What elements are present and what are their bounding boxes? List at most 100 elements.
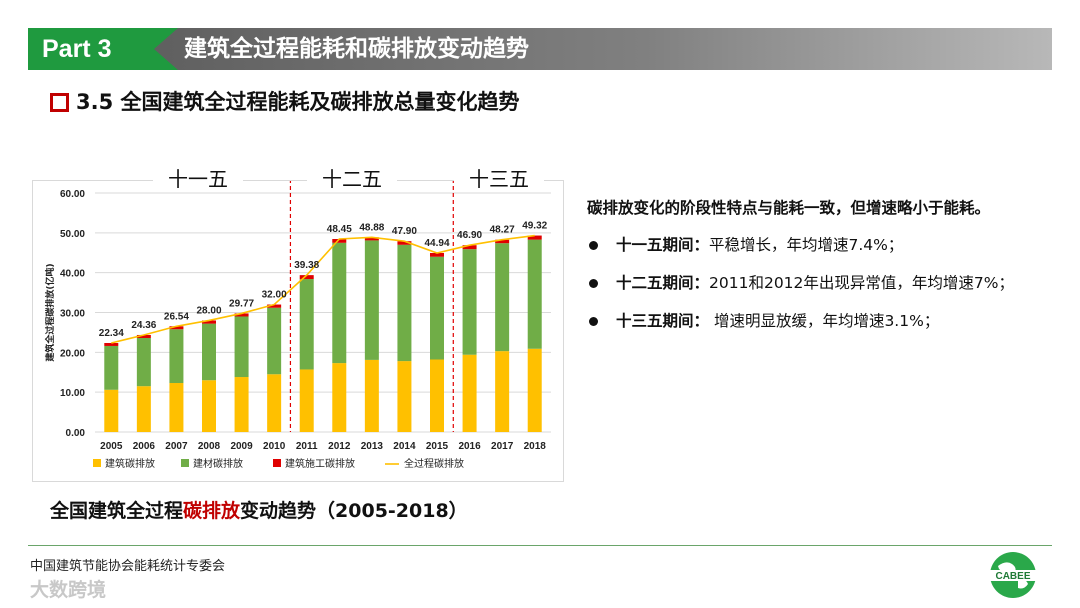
caption-post: 变动趋势（2005-2018） — [240, 500, 468, 522]
list-item: 十三五期间： 增速明显放缓，年均增速3.1%； — [587, 306, 1057, 336]
data-label: 47.90 — [392, 226, 417, 237]
legend-swatch — [181, 459, 189, 467]
y-tick-label: 60.00 — [60, 189, 85, 200]
bar-segment — [397, 361, 412, 432]
x-tick-label: 2016 — [458, 441, 481, 452]
bar-segment — [136, 334, 151, 338]
y-tick-label: 10.00 — [60, 388, 85, 399]
emission-chart: 0.00 10.00 20.00 30.00 40.00 50.00 60.00 建筑全过程碳… — [44, 181, 551, 470]
bar-segment — [430, 252, 444, 257]
legend-label: 全过程碳排放 — [404, 457, 464, 470]
description-panel: 碳排放变化的阶段性特点与能耗一致，但增速略小于能耗。 十一五期间：平稳增长，年均… — [587, 194, 1057, 344]
bar-segment — [364, 237, 379, 241]
data-label: 24.36 — [131, 320, 156, 331]
data-label: 48.27 — [490, 225, 515, 236]
part-tab — [28, 28, 178, 70]
data-label: 32.00 — [262, 290, 287, 301]
bar-segment — [430, 359, 444, 432]
bar-segment — [364, 240, 379, 360]
legend-label: 建材碳排放 — [193, 457, 243, 470]
bar-segment — [234, 316, 249, 378]
bar-segment — [495, 239, 510, 244]
bar-segment — [527, 239, 542, 349]
data-label: 48.88 — [359, 222, 384, 233]
bar-segment — [430, 256, 444, 360]
bar-segment — [104, 343, 119, 346]
bullet-icon — [589, 317, 598, 326]
legend-swatch — [93, 459, 101, 467]
caption-highlight: 碳排放 — [183, 500, 241, 522]
x-tick-label: 2008 — [198, 441, 221, 452]
data-label: 22.34 — [99, 328, 124, 339]
footer-org: 中国建筑节能协会能耗统计专委会 — [30, 559, 226, 574]
legend-swatch — [273, 459, 281, 467]
bar-segment — [332, 242, 347, 364]
period-text: 平稳增长，年均增速7.4%； — [709, 236, 904, 254]
bar-segment — [397, 244, 412, 362]
period-label: 十三五期间： — [616, 312, 710, 330]
legend-label: 建筑碳排放 — [105, 457, 155, 470]
bar-segment — [104, 345, 119, 390]
description-intro: 碳排放变化的阶段性特点与能耗一致，但增速略小于能耗。 — [587, 199, 991, 217]
y-tick-label: 20.00 — [60, 348, 85, 359]
bar-segment — [136, 386, 151, 432]
bar-segment — [202, 320, 216, 324]
checkbox-bullet-icon — [50, 93, 69, 112]
bullet-icon — [589, 241, 598, 250]
bar-segment — [332, 363, 347, 432]
x-tick-label: 2012 — [328, 441, 351, 452]
period-header: 十三五 — [454, 166, 544, 192]
bar-segment — [267, 374, 282, 432]
data-label: 48.45 — [327, 224, 352, 235]
bar-segment — [202, 323, 216, 381]
period-text: 2011和2012年出现异常值，年均增速7%； — [709, 274, 1014, 292]
bar-segment — [495, 243, 510, 352]
part-label: Part 3 — [42, 35, 112, 63]
data-label: 26.54 — [164, 311, 189, 322]
bar-segment — [462, 354, 477, 432]
cabee-logo: CABEE — [988, 550, 1038, 600]
y-tick-label: 0.00 — [66, 428, 86, 439]
bar-segment — [299, 275, 314, 280]
y-tick-label: 30.00 — [60, 309, 85, 320]
bar-segment — [332, 239, 347, 243]
chart-container: 0.00 10.00 20.00 30.00 40.00 50.00 60.00 建筑全过程碳… — [32, 180, 564, 482]
x-tick-label: 2010 — [263, 441, 286, 452]
bar-segment — [169, 326, 184, 330]
chart-caption: 全国建筑全过程碳排放变动趋势（2005-2018） — [50, 496, 468, 523]
data-label: 44.94 — [424, 238, 449, 249]
footer-divider — [28, 545, 1052, 546]
data-label: 29.77 — [229, 298, 254, 309]
period-label: 十一五期间： — [616, 236, 710, 254]
header-band — [148, 28, 1052, 70]
data-label: 28.00 — [196, 305, 221, 316]
bar-segment — [527, 348, 542, 432]
bar-segment — [104, 389, 119, 432]
bar-segment — [202, 380, 216, 432]
data-label: 46.90 — [457, 230, 482, 241]
bar-segment — [267, 307, 282, 375]
bar-segment — [299, 369, 314, 432]
bar-segment — [267, 304, 282, 308]
list-item: 十二五期间：2011和2012年出现异常值，年均增速7%； — [587, 268, 1057, 298]
bar-segment — [136, 337, 151, 387]
period-label: 十二五期间： — [616, 274, 710, 292]
bar-segment — [364, 359, 379, 432]
x-tick-label: 2011 — [296, 441, 318, 452]
bullet-icon — [589, 279, 598, 288]
x-tick-label: 2009 — [230, 441, 253, 452]
period-header: 十二五 — [307, 166, 397, 192]
data-label: 39.38 — [294, 260, 319, 271]
x-tick-label: 2005 — [100, 441, 123, 452]
caption-pre: 全国建筑全过程 — [50, 500, 184, 522]
slide-subtitle: 3.5 全国建筑全过程能耗及碳排放总量变化趋势 — [76, 90, 520, 114]
bar-segment — [299, 279, 314, 370]
bar-segment — [169, 383, 184, 432]
section-title: 建筑全过程能耗和碳排放变动趋势 — [184, 36, 529, 62]
x-tick-label: 2013 — [361, 441, 384, 452]
total-emission-line — [111, 234, 535, 344]
period-list: 十一五期间：平稳增长，年均增速7.4%； 十二五期间：2011和2012年出现异… — [587, 230, 1057, 336]
section-header: Part 3 建筑全过程能耗和碳排放变动趋势 — [28, 28, 1052, 70]
bar-segment — [462, 245, 477, 250]
period-text: 增速明显放缓，年均增速3.1%； — [709, 312, 940, 330]
